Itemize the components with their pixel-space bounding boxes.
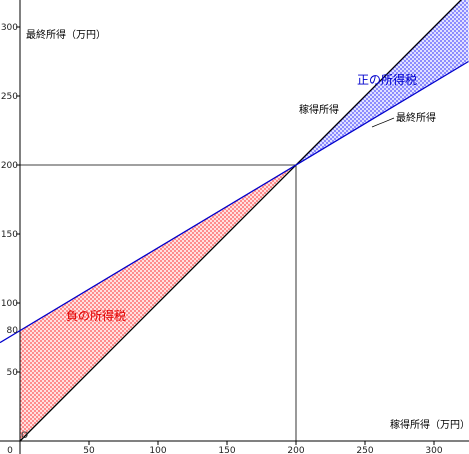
x-tick-label: 0 [7, 446, 13, 454]
y-axis-label: 最終所得（万円） [26, 28, 106, 41]
region-label-positive-tax: 正の所得税 [357, 72, 417, 87]
y-tick-label: 50 [7, 368, 19, 378]
y-tick-label: 250 [1, 92, 18, 102]
x-tick-label: 100 [149, 446, 166, 454]
leader-line-final-income [371, 117, 395, 128]
series-line-final-income [0, 60, 469, 344]
y-tick-label: 300 [1, 23, 18, 33]
y-ticks: 50 100 150 200 250 300 [1, 23, 20, 378]
x-tick-label: 250 [356, 446, 373, 454]
x-tick-label: 200 [287, 446, 304, 454]
x-tick-label: 150 [218, 446, 235, 454]
region-label-negative-tax: 負の所得税 [66, 308, 126, 323]
series-label-final-income: 最終所得 [396, 111, 436, 124]
x-ticks: 0 50 100 150 200 250 300 [7, 441, 443, 454]
series-line-gross-income [19, 0, 462, 442]
y-tick-label: 150 [1, 230, 18, 240]
series-label-gross-income: 稼得所得 [299, 104, 339, 116]
y-tick-label-80: 80 [7, 326, 19, 336]
y-tick-label: 100 [1, 299, 18, 309]
x-axis-label: 稼得所得（万円） [390, 419, 469, 431]
x-tick-label: 300 [425, 446, 442, 454]
positive-tax-region [296, 0, 469, 165]
x-tick-label: 50 [83, 446, 95, 454]
y-tick-label: 200 [1, 161, 18, 171]
origin-label: O [21, 431, 28, 441]
